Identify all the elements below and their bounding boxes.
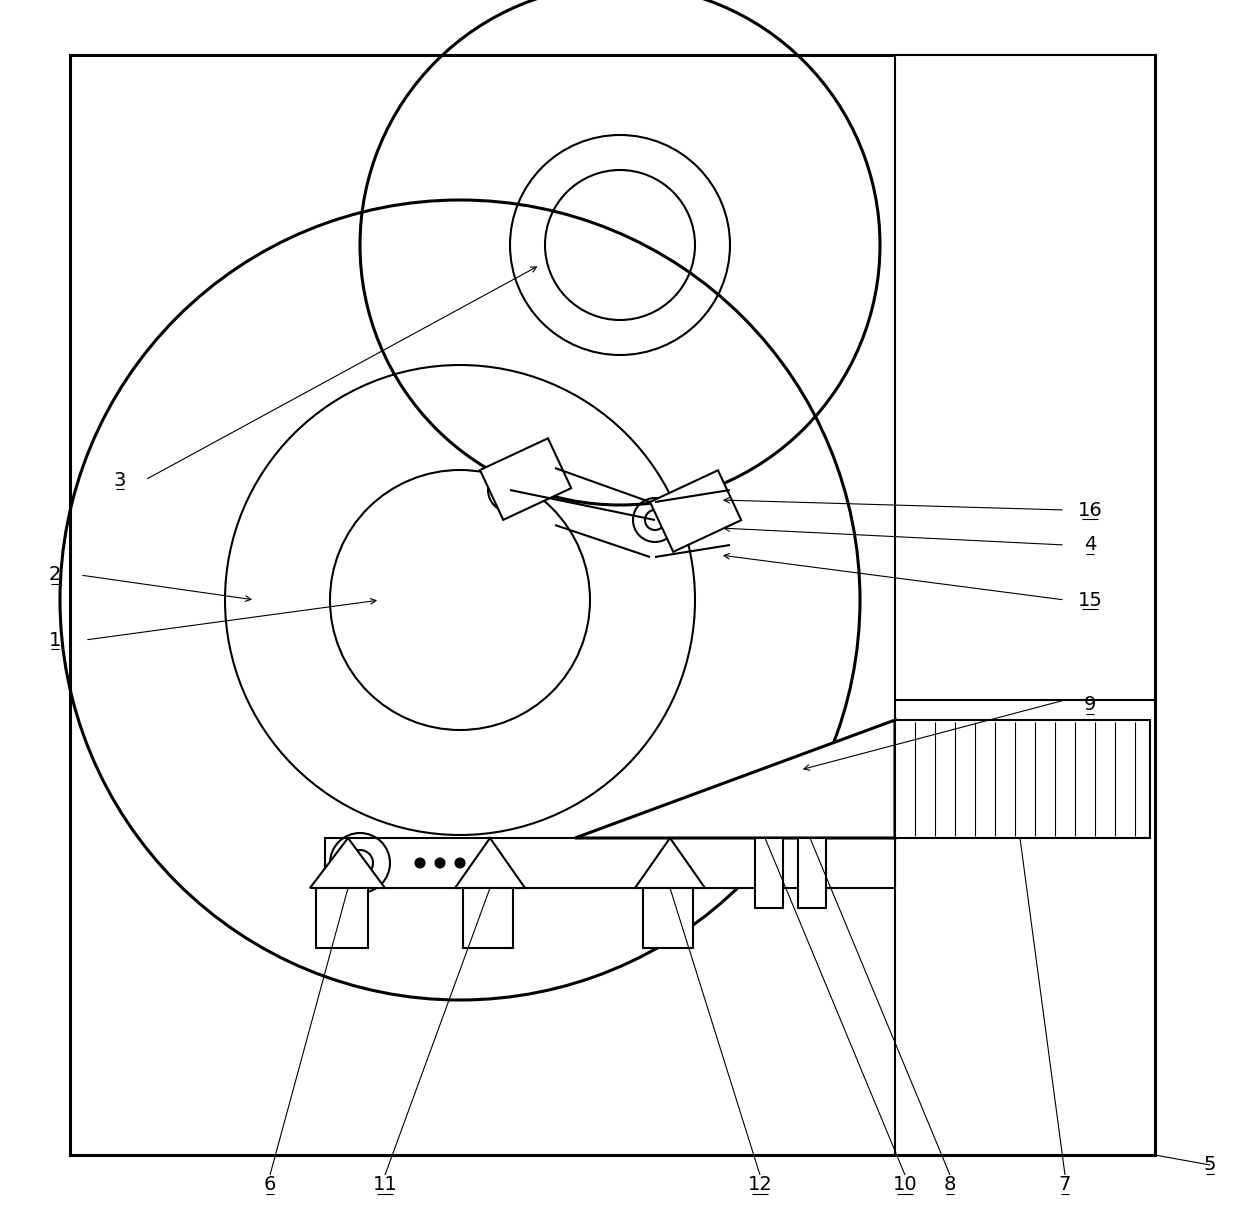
Bar [316,888,368,948]
Circle shape [435,858,445,869]
Text: 16: 16 [1078,501,1102,519]
Bar [644,888,693,948]
Bar [895,55,1154,1155]
Polygon shape [310,838,384,888]
Polygon shape [575,720,895,838]
Text: 3: 3 [114,470,126,490]
Text: 7: 7 [1059,1176,1071,1194]
Bar [799,838,826,908]
Text: 11: 11 [373,1176,397,1194]
Text: 15: 15 [1078,590,1102,610]
Text: 4: 4 [1084,535,1096,555]
Text: 9: 9 [1084,696,1096,714]
Circle shape [455,858,465,869]
Bar [325,838,895,888]
Text: 12: 12 [748,1176,773,1194]
Text: 1: 1 [48,631,61,649]
Text: 5: 5 [1204,1155,1216,1175]
Bar [755,838,782,908]
Polygon shape [635,838,706,888]
Bar [480,439,572,519]
Polygon shape [455,838,525,888]
Bar [895,720,1149,838]
Circle shape [415,858,425,869]
Text: 8: 8 [944,1176,956,1194]
Text: 2: 2 [48,566,61,584]
Bar [463,888,513,948]
Bar [650,470,742,551]
Bar [69,55,1154,1155]
Text: 6: 6 [264,1176,277,1194]
Text: 10: 10 [893,1176,918,1194]
